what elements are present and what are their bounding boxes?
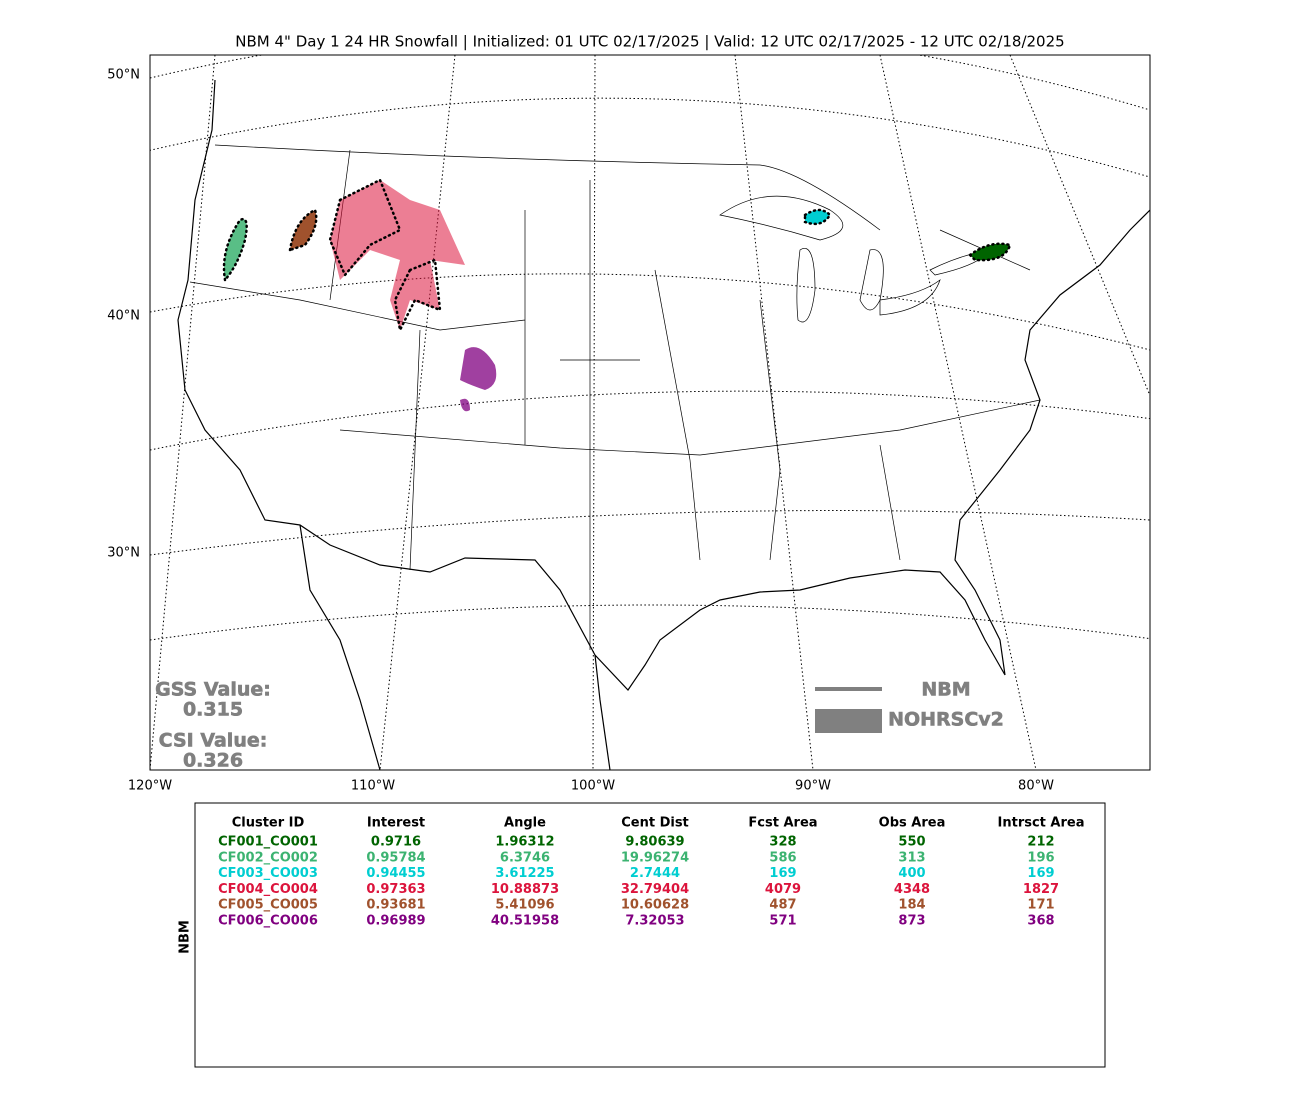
table-cell: 400 <box>898 866 925 881</box>
table-cell: 40.51958 <box>491 914 559 929</box>
table-cell: 0.93681 <box>366 898 425 913</box>
table-cell: 0.95784 <box>366 850 425 865</box>
table-cell: 0.94455 <box>366 866 425 881</box>
table-header: Fcst Area <box>748 816 817 831</box>
table-cell: 184 <box>898 898 925 913</box>
legend-area-label: NOHRSCv2 <box>888 709 1004 731</box>
table-frame <box>194 802 1106 1068</box>
table-cell: 368 <box>1027 914 1054 929</box>
table-cell: 0.97363 <box>366 882 425 897</box>
table-header: Obs Area <box>879 816 946 831</box>
table-header: Cent Dist <box>621 816 689 831</box>
borders <box>189 144 1041 650</box>
gss-label: GSS Value: <box>155 679 271 701</box>
table-cell: 1827 <box>1023 882 1059 897</box>
table-header: Intrsct Area <box>998 816 1085 831</box>
table-cell: 0.96989 <box>366 914 425 929</box>
legend-area <box>815 709 882 733</box>
table-cell: 313 <box>898 850 925 865</box>
table-cell: 328 <box>769 835 796 850</box>
table-header: Angle <box>504 816 546 831</box>
table-header: Cluster ID <box>232 816 305 831</box>
table-cell: 550 <box>898 835 925 850</box>
table-cell: 5.41096 <box>495 898 554 913</box>
table-cell: 169 <box>1027 866 1054 881</box>
table-cell: 7.32053 <box>625 914 684 929</box>
csi-label: CSI Value: <box>159 730 268 752</box>
lat-label: 40°N <box>107 309 140 324</box>
lon-label: 100°W <box>571 779 615 794</box>
table-cell: 19.96274 <box>621 850 689 865</box>
table-cell: CF002_CO002 <box>218 850 318 865</box>
table-cell: 10.60628 <box>621 898 689 913</box>
lat-label: 30°N <box>107 546 140 561</box>
lon-label: 110°W <box>351 779 395 794</box>
lon-label: 90°W <box>795 779 831 794</box>
table-cell: 586 <box>769 850 796 865</box>
table-cell: 196 <box>1027 850 1054 865</box>
table-cell: 10.88873 <box>491 882 559 897</box>
lon-label: 80°W <box>1018 779 1054 794</box>
legend-line-label: NBM <box>921 679 970 701</box>
map-frame <box>149 54 1151 771</box>
graticule <box>150 55 1150 770</box>
table-cell: 169 <box>769 866 796 881</box>
table-cell: 171 <box>1027 898 1054 913</box>
side-label: NBM <box>178 920 193 954</box>
table-cell: CF004_CO004 <box>218 882 318 897</box>
title: NBM 4" Day 1 24 HR Snowfall | Initialize… <box>235 33 1064 51</box>
table-cell: CF006_CO006 <box>218 914 318 929</box>
table-cell: CF001_CO001 <box>218 835 318 850</box>
table-cell: 4348 <box>894 882 930 897</box>
table-cell: 487 <box>769 898 796 913</box>
great-lakes <box>719 195 991 323</box>
table-cell: 571 <box>769 914 796 929</box>
stats-table: NBM Cluster ID Interest Angle Cent Dist Fcst… <box>178 802 1106 1068</box>
table-cell: 9.80639 <box>625 835 684 850</box>
table-cell: CF003_CO003 <box>218 866 318 881</box>
table-cell: 6.3746 <box>500 850 550 865</box>
table-cell: 3.61225 <box>495 866 554 881</box>
table-cell: 4079 <box>765 882 801 897</box>
table-header: Interest <box>367 816 425 831</box>
coastline <box>177 79 1150 770</box>
table-cell: 0.9716 <box>371 835 421 850</box>
lon-label: 120°W <box>128 779 172 794</box>
csi-value: 0.326 <box>183 750 243 772</box>
table-cell: 873 <box>898 914 925 929</box>
table-cell: CF005_CO005 <box>218 898 318 913</box>
lat-label: 50°N <box>107 68 140 83</box>
table-cell: 1.96312 <box>495 835 554 850</box>
objects <box>222 178 1012 412</box>
table-cell: 32.79404 <box>621 882 689 897</box>
table-cell: 212 <box>1027 835 1054 850</box>
gss-value: 0.315 <box>183 699 243 721</box>
map: 50°N 40°N 30°N 120°W 110°W 100°W 90°W 80°W GSS … <box>107 54 1151 794</box>
table-cell: 2.7444 <box>630 866 680 881</box>
